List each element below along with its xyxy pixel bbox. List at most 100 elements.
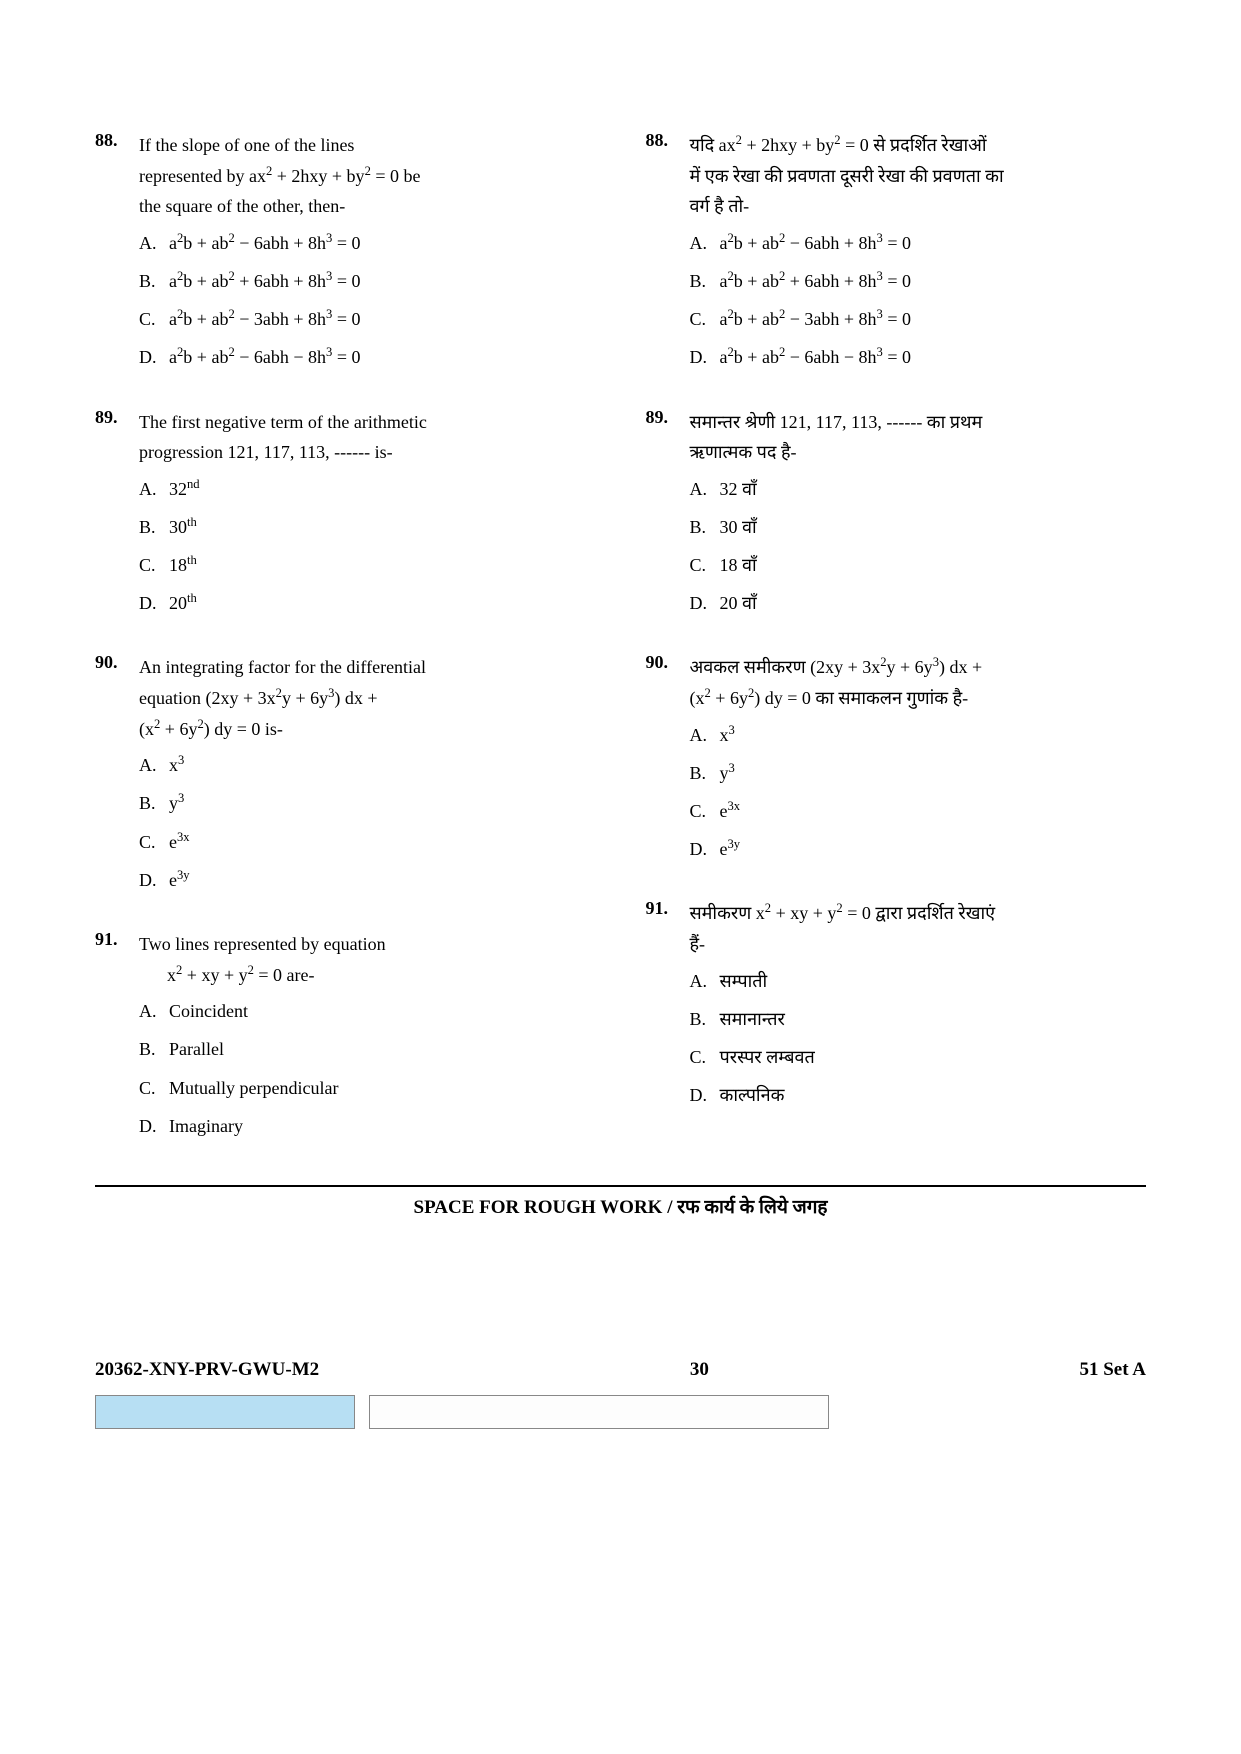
q88-hi-line1-post: से प्रदर्शित रेखाओं xyxy=(869,135,987,155)
q89-en: 89. The first negative term of the arith… xyxy=(95,407,596,625)
q88-hi-line2: में एक रेखा की प्रवणता दूसरी रेखा की प्र… xyxy=(690,166,1004,186)
q88-opt-d: D.a2b + ab2 − 6abh − 8h3 = 0 xyxy=(139,340,596,374)
q91-line2: x2 + xy + y2 = 0 are- xyxy=(139,965,315,985)
q89-body: The first negative term of the arithmeti… xyxy=(139,407,596,625)
q91-hi-opt-b: B.समानान्तर xyxy=(690,1002,1147,1036)
q88-hi-options: A.a2b + ab2 − 6abh + 8h3 = 0 B.a2b + ab2… xyxy=(690,226,1147,375)
q91-en: 91. Two lines represented by equation x2… xyxy=(95,929,596,1147)
q90-hi-opt-a: A.x3 xyxy=(690,718,1147,752)
q90-body: An integrating factor for the differenti… xyxy=(139,652,596,901)
q91-options: A.Coincident B.Parallel C.Mutually perpe… xyxy=(139,994,596,1143)
q90-line3: (x2 + 6y2) dy = 0 is- xyxy=(139,719,283,739)
q88-line2-pre: represented by xyxy=(139,166,249,186)
q91-hi-line1-post: द्वारा प्रदर्शित रेखाएं xyxy=(871,903,995,923)
q91-opt-a: A.Coincident xyxy=(139,994,596,1028)
q91-hi: 91. समीकरण x2 + xy + y2 = 0 द्वारा प्रदर… xyxy=(646,898,1147,1116)
q88-hi-line1-eq: ax2 + 2hxy + by2 = 0 xyxy=(719,135,869,155)
footer-page: 30 xyxy=(690,1359,709,1381)
q89-opt-d: D.20th xyxy=(139,586,596,620)
q89-number: 89. xyxy=(95,407,139,625)
q91-hi-number: 91. xyxy=(646,898,690,1116)
q89-opt-b: B.30th xyxy=(139,510,596,544)
q91-opt-b: B.Parallel xyxy=(139,1032,596,1066)
q88-hi-body: यदि ax2 + 2hxy + by2 = 0 से प्रदर्शित रे… xyxy=(690,130,1147,379)
q89-hi-number: 89. xyxy=(646,407,690,625)
q90-opt-c: C.e3x xyxy=(139,825,596,859)
divider-line xyxy=(95,1185,1146,1187)
footer-code: 20362-XNY-PRV-GWU-M2 xyxy=(95,1359,319,1381)
q88-hi-opt-c: C.a2b + ab2 − 3abh + 8h3 = 0 xyxy=(690,302,1147,336)
question-columns: 88. If the slope of one of the lines rep… xyxy=(95,130,1146,1175)
q89-hi-body: समान्तर श्रेणी 121, 117, 113, ------ का … xyxy=(690,407,1147,625)
q88-opt-b: B.a2b + ab2 + 6abh + 8h3 = 0 xyxy=(139,264,596,298)
footer-set: 51 Set A xyxy=(1079,1359,1146,1381)
q89-hi: 89. समान्तर श्रेणी 121, 117, 113, ------… xyxy=(646,407,1147,625)
footer: 20362-XNY-PRV-GWU-M2 30 51 Set A xyxy=(95,1359,1146,1381)
q88-hi-line1-pre: यदि xyxy=(690,135,719,155)
omr-white-box xyxy=(369,1395,829,1429)
q88-line2-eq: ax2 + 2hxy + by2 = 0 xyxy=(249,166,399,186)
rough-work-label: SPACE FOR ROUGH WORK / रफ कार्य के लिये … xyxy=(95,1193,1146,1219)
q88-body: If the slope of one of the lines represe… xyxy=(139,130,596,379)
q89-hi-options: A.32 वाँ B.30 वाँ C.18 वाँ D.20 वाँ xyxy=(690,472,1147,621)
q89-line1: The first negative term of the arithmeti… xyxy=(139,412,427,432)
q90-en: 90. An integrating factor for the differ… xyxy=(95,652,596,901)
q88-line1: If the slope of one of the lines xyxy=(139,135,354,155)
q90-hi-number: 90. xyxy=(646,652,690,870)
q88-hi-line3: वर्ग है तो- xyxy=(690,196,750,216)
q88-hi-number: 88. xyxy=(646,130,690,379)
q88-en: 88. If the slope of one of the lines rep… xyxy=(95,130,596,379)
q91-hi-opt-c: C.परस्पर लम्बवत xyxy=(690,1040,1147,1074)
q88-hi-opt-d: D.a2b + ab2 − 6abh − 8h3 = 0 xyxy=(690,340,1147,374)
q90-line2: equation (2xy + 3x2y + 6y3) dx + xyxy=(139,688,378,708)
q89-options: A.32nd B.30th C.18th D.20th xyxy=(139,472,596,621)
q89-hi-line2: ऋणात्मक पद है- xyxy=(690,442,797,462)
q88-hi-opt-b: B.a2b + ab2 + 6abh + 8h3 = 0 xyxy=(690,264,1147,298)
q90-hi-line2: (x2 + 6y2) dy = 0 का समाकलन गुणांक है- xyxy=(690,688,969,708)
q90-line1: An integrating factor for the differenti… xyxy=(139,657,426,677)
q88-opt-c: C.a2b + ab2 − 3abh + 8h3 = 0 xyxy=(139,302,596,336)
q89-hi-opt-c: C.18 वाँ xyxy=(690,548,1147,582)
q88-opt-a: A.a2b + ab2 − 6abh + 8h3 = 0 xyxy=(139,226,596,260)
q90-hi: 90. अवकल समीकरण (2xy + 3x2y + 6y3) dx + … xyxy=(646,652,1147,870)
q91-hi-opt-a: A.सम्पाती xyxy=(690,964,1147,998)
q91-hi-opt-d: D.काल्पनिक xyxy=(690,1078,1147,1112)
q90-hi-opt-d: D.e3y xyxy=(690,832,1147,866)
q91-hi-line1-pre: समीकरण xyxy=(690,903,756,923)
q90-hi-options: A.x3 B.y3 C.e3x D.e3y xyxy=(690,718,1147,867)
q88-line2-post: be xyxy=(399,166,421,186)
q90-opt-b: B.y3 xyxy=(139,786,596,820)
q90-hi-opt-b: B.y3 xyxy=(690,756,1147,790)
q91-hi-body: समीकरण x2 + xy + y2 = 0 द्वारा प्रदर्शित… xyxy=(690,898,1147,1116)
q91-line1: Two lines represented by equation xyxy=(139,934,386,954)
q91-hi-options: A.सम्पाती B.समानान्तर C.परस्पर लम्बवत D.… xyxy=(690,964,1147,1113)
q88-line3: the square of the other, then- xyxy=(139,196,345,216)
q90-hi-body: अवकल समीकरण (2xy + 3x2y + 6y3) dx + (x2 … xyxy=(690,652,1147,870)
q90-number: 90. xyxy=(95,652,139,901)
q89-hi-opt-b: B.30 वाँ xyxy=(690,510,1147,544)
q90-opt-d: D.e3y xyxy=(139,863,596,897)
q88-hi-opt-a: A.a2b + ab2 − 6abh + 8h3 = 0 xyxy=(690,226,1147,260)
q91-body: Two lines represented by equation x2 + x… xyxy=(139,929,596,1147)
left-column: 88. If the slope of one of the lines rep… xyxy=(95,130,596,1175)
q91-opt-c: C.Mutually perpendicular xyxy=(139,1071,596,1105)
q91-number: 91. xyxy=(95,929,139,1147)
right-column: 88. यदि ax2 + 2hxy + by2 = 0 से प्रदर्शि… xyxy=(646,130,1147,1175)
q88-number: 88. xyxy=(95,130,139,379)
q90-opt-a: A.x3 xyxy=(139,748,596,782)
omr-strip xyxy=(95,1395,1146,1429)
q88-options: A.a2b + ab2 − 6abh + 8h3 = 0 B.a2b + ab2… xyxy=(139,226,596,375)
q90-hi-opt-c: C.e3x xyxy=(690,794,1147,828)
omr-blue-box xyxy=(95,1395,355,1429)
q89-hi-line1: समान्तर श्रेणी 121, 117, 113, ------ का … xyxy=(690,412,983,432)
q89-hi-opt-a: A.32 वाँ xyxy=(690,472,1147,506)
q91-hi-line2: हैं- xyxy=(690,934,706,954)
q91-hi-line1-eq: x2 + xy + y2 = 0 xyxy=(756,903,871,923)
q91-opt-d: D.Imaginary xyxy=(139,1109,596,1143)
q90-options: A.x3 B.y3 C.e3x D.e3y xyxy=(139,748,596,897)
q88-hi: 88. यदि ax2 + 2hxy + by2 = 0 से प्रदर्शि… xyxy=(646,130,1147,379)
q89-opt-a: A.32nd xyxy=(139,472,596,506)
q90-hi-line1: अवकल समीकरण (2xy + 3x2y + 6y3) dx + xyxy=(690,657,983,677)
q89-opt-c: C.18th xyxy=(139,548,596,582)
q89-line2: progression 121, 117, 113, ------ is- xyxy=(139,442,393,462)
